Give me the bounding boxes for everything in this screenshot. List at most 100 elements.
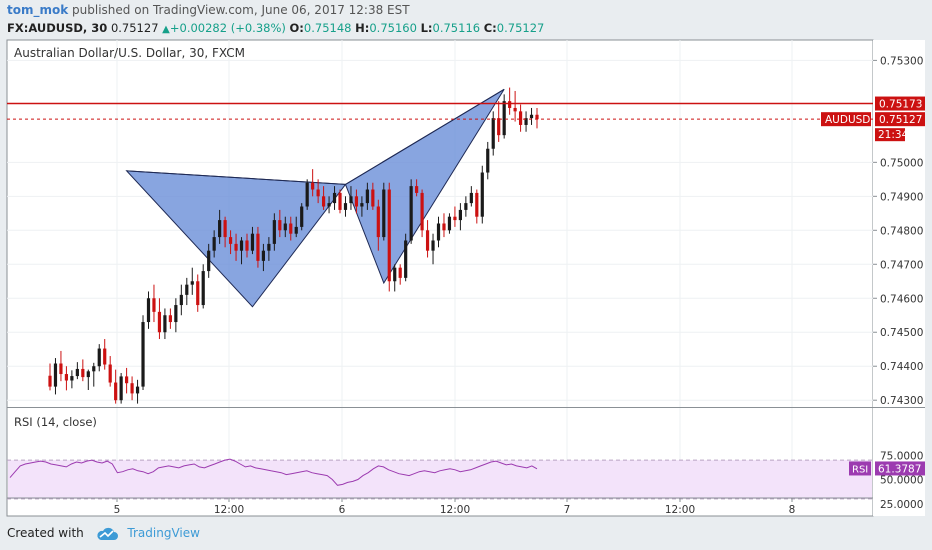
candle-body xyxy=(393,267,397,282)
price-tick-label: 0.74800 xyxy=(880,225,923,237)
candle-body xyxy=(48,375,52,387)
candle-body xyxy=(75,368,79,377)
tradingview-brand-link[interactable]: TradingView xyxy=(127,526,200,540)
close-label: C: xyxy=(483,21,497,35)
candle-body xyxy=(524,118,528,125)
candle-body xyxy=(469,192,473,204)
up-arrow-icon: ▲ xyxy=(162,24,170,35)
candle-body xyxy=(163,315,167,333)
price-change: +0.00282 (+0.38%) xyxy=(169,21,286,35)
close-value: 0.75127 xyxy=(496,21,545,35)
candle-body xyxy=(486,148,490,173)
time-tick-label: 5 xyxy=(114,504,121,516)
candle-body xyxy=(207,250,211,272)
candle-body xyxy=(508,101,512,108)
candle-body xyxy=(415,186,419,193)
candle-body xyxy=(376,206,380,238)
countdown-label: 21:34 xyxy=(878,129,909,141)
plot-frame xyxy=(6,39,874,517)
open-value: 0.75148 xyxy=(303,21,352,35)
last-price: 0.75127 xyxy=(110,21,159,35)
candle-body xyxy=(239,240,244,251)
candle-body xyxy=(174,305,178,323)
rsi-tick-label: 25.0000 xyxy=(880,499,923,511)
footer: Created with TradingView xyxy=(7,526,200,541)
candle-body xyxy=(425,230,430,251)
candle-body xyxy=(404,240,408,278)
candle-body xyxy=(245,240,249,251)
candle-body xyxy=(518,111,523,125)
rsi-value-tag xyxy=(875,461,925,476)
open-label: O: xyxy=(289,21,304,35)
rsi-value-label: 61.3787 xyxy=(878,463,921,475)
price-tick-label: 0.74600 xyxy=(880,293,923,305)
candle-body xyxy=(97,348,101,367)
rsi-line xyxy=(9,458,538,486)
candle-body xyxy=(141,322,145,387)
candle-body xyxy=(480,172,484,217)
candle-body xyxy=(365,189,369,204)
price-tick-label: 0.74700 xyxy=(880,259,923,271)
price-level-label: 0.75127 xyxy=(879,114,922,126)
candle-body xyxy=(218,220,222,238)
candle-body xyxy=(321,196,326,207)
candle-body xyxy=(228,237,233,244)
price-tick-label: 0.75300 xyxy=(880,55,923,67)
price-level-label: 0.75173 xyxy=(879,99,922,111)
candle-body xyxy=(278,220,282,231)
ohlc-legend: FX:AUDUSD, 30 0.75127 ▲+0.00282 (+0.38%)… xyxy=(7,21,544,35)
high-label: H: xyxy=(355,21,370,35)
candle-body xyxy=(458,209,462,221)
candle-body xyxy=(64,374,69,381)
candle-body xyxy=(283,223,287,231)
candle-body xyxy=(529,114,534,119)
rsi-tick-label: 75.0000 xyxy=(880,450,923,462)
candle-body xyxy=(354,196,359,207)
high-value: 0.75160 xyxy=(369,21,417,35)
candle-body xyxy=(261,250,266,261)
candle-body xyxy=(130,383,134,394)
candle-body xyxy=(502,101,506,136)
rsi-tick-label: 50.0000 xyxy=(880,475,923,487)
candle-body xyxy=(431,240,435,251)
candle-body xyxy=(250,233,255,251)
candle-body xyxy=(135,386,140,394)
candle-body xyxy=(420,192,424,231)
time-tick-label: 12:00 xyxy=(665,504,695,516)
author-link[interactable]: tom_mok xyxy=(7,3,69,17)
chart-header: tom_mok published on TradingView.com, Ju… xyxy=(0,0,932,40)
time-tick-label: 12:00 xyxy=(440,504,470,516)
candle-body xyxy=(294,226,298,234)
tradingview-cloud-icon xyxy=(96,527,118,540)
candle-body xyxy=(196,281,200,306)
candle-body xyxy=(146,298,151,323)
candle-body xyxy=(168,315,172,323)
candle-body xyxy=(442,223,446,231)
price-tick-label: 0.74900 xyxy=(880,191,923,203)
candle-body xyxy=(349,196,353,204)
candle-body xyxy=(360,203,364,207)
candle-body xyxy=(185,284,189,295)
candle-body xyxy=(316,189,320,197)
price-tick-label: 0.74500 xyxy=(880,327,923,339)
candle-body xyxy=(59,363,63,375)
price-levels[interactable]: 0.75173 0.75127 AUDUSD 21:34 xyxy=(7,96,925,142)
candle-body xyxy=(86,371,90,378)
candle-body xyxy=(152,298,156,312)
candle-body xyxy=(81,368,85,378)
low-label: L: xyxy=(420,21,433,35)
rsi-tag-label: RSI xyxy=(852,464,868,475)
candle-body xyxy=(267,243,271,251)
candle-body xyxy=(212,237,216,251)
candle-body xyxy=(338,192,342,210)
chart-title: Australian Dollar/U.S. Dollar, 30, FXCM xyxy=(14,46,245,60)
candle-body xyxy=(179,294,183,306)
candle-body xyxy=(535,114,539,120)
rsi-title: RSI (14, close) xyxy=(14,415,97,429)
candle-body xyxy=(256,233,260,261)
price-axis-area[interactable] xyxy=(873,40,925,516)
countdown-tag xyxy=(875,128,905,142)
candle-body xyxy=(114,382,118,401)
pattern-leg xyxy=(126,170,346,185)
